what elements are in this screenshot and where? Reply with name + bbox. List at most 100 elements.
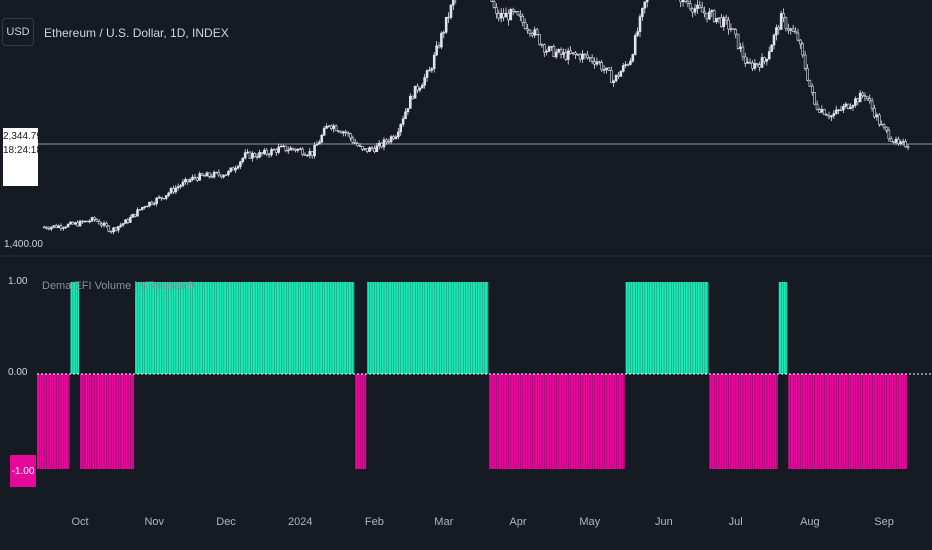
candle-body bbox=[614, 74, 618, 82]
candle-body bbox=[73, 222, 77, 225]
candle bbox=[748, 58, 752, 65]
negative-histogram-segment bbox=[355, 374, 367, 469]
candle bbox=[681, 0, 685, 7]
candle-body bbox=[105, 222, 108, 227]
candle bbox=[621, 62, 625, 73]
candle-body bbox=[385, 139, 388, 143]
candle-body bbox=[629, 60, 632, 65]
candle bbox=[380, 141, 383, 149]
candle bbox=[583, 53, 587, 60]
candle bbox=[385, 138, 388, 145]
indicator-title[interactable]: Dema EFI Volume | viResearch bbox=[42, 280, 196, 292]
candle-body bbox=[246, 151, 249, 154]
candle-body bbox=[365, 148, 369, 152]
candle bbox=[899, 139, 903, 146]
candle bbox=[296, 148, 300, 153]
candle-body bbox=[258, 152, 261, 158]
candle-body bbox=[136, 209, 139, 217]
candle bbox=[789, 27, 793, 35]
candle-body bbox=[897, 138, 900, 145]
candle-body bbox=[631, 54, 635, 62]
candle-body bbox=[595, 61, 599, 65]
candle bbox=[743, 52, 747, 68]
candle-body bbox=[143, 206, 146, 208]
candle bbox=[492, 0, 496, 9]
candle bbox=[755, 63, 759, 67]
candle-body bbox=[617, 74, 620, 77]
candle-body bbox=[248, 151, 252, 159]
candle bbox=[607, 67, 611, 71]
time-axis-tick-label: May bbox=[579, 516, 600, 528]
candle-body bbox=[705, 13, 709, 20]
candle-body bbox=[803, 54, 807, 69]
candle-body bbox=[765, 58, 769, 62]
currency-button[interactable]: USD bbox=[2, 18, 34, 46]
candle bbox=[325, 123, 328, 129]
candle bbox=[435, 41, 438, 57]
candle-body bbox=[566, 50, 570, 60]
candle bbox=[880, 120, 883, 126]
candle bbox=[490, 0, 493, 3]
candle-body bbox=[791, 28, 795, 32]
candle-body bbox=[552, 46, 556, 58]
candle-body bbox=[770, 44, 773, 52]
candle bbox=[643, 1, 647, 14]
candle bbox=[901, 138, 905, 146]
candle bbox=[303, 152, 307, 156]
candle bbox=[109, 230, 113, 234]
candle bbox=[337, 130, 340, 133]
indicator-axis-negative-badge: -1.00 bbox=[10, 455, 36, 487]
candle bbox=[117, 226, 120, 233]
candle bbox=[521, 13, 525, 27]
time-axis-tick-label: Nov bbox=[144, 516, 164, 528]
candle bbox=[803, 50, 807, 72]
candle-body bbox=[586, 54, 589, 58]
candle-body bbox=[346, 132, 350, 135]
candle-body bbox=[875, 114, 879, 118]
time-axis-tick-label: Oct bbox=[72, 516, 89, 528]
candle-body bbox=[679, 0, 682, 3]
candle bbox=[236, 164, 240, 170]
candle bbox=[753, 59, 757, 71]
candle-body bbox=[598, 61, 601, 63]
candle-body bbox=[64, 226, 68, 229]
candle-body bbox=[511, 9, 515, 12]
candle-body bbox=[126, 219, 130, 223]
candle bbox=[174, 185, 178, 195]
candle-body bbox=[447, 16, 450, 19]
candle bbox=[629, 57, 632, 66]
histogram-bar bbox=[625, 282, 709, 374]
candle bbox=[229, 167, 233, 173]
candle bbox=[533, 26, 537, 39]
candle-body bbox=[81, 220, 84, 223]
candle-body bbox=[519, 14, 522, 17]
candle bbox=[832, 110, 836, 119]
candle bbox=[538, 33, 541, 46]
candle bbox=[801, 41, 805, 58]
candle-body bbox=[877, 114, 881, 125]
candle-body bbox=[545, 51, 548, 53]
candle bbox=[437, 42, 441, 49]
candle bbox=[176, 183, 180, 191]
candle-body bbox=[810, 85, 814, 93]
candle-body bbox=[263, 149, 266, 155]
candle-body bbox=[904, 141, 907, 148]
candle-body bbox=[337, 130, 340, 132]
candle-body bbox=[114, 227, 118, 231]
candle-body bbox=[107, 225, 111, 232]
candle bbox=[846, 103, 850, 110]
candle-body bbox=[356, 143, 359, 147]
candle bbox=[59, 223, 63, 231]
candle-body bbox=[270, 149, 273, 156]
candle-body bbox=[636, 31, 639, 36]
candle-body bbox=[234, 167, 237, 171]
candle-body bbox=[76, 222, 79, 227]
candle-body bbox=[808, 79, 812, 87]
candle-body bbox=[121, 223, 125, 226]
candle bbox=[152, 201, 156, 206]
candle-body bbox=[815, 103, 819, 110]
candle bbox=[356, 141, 359, 147]
candle-body bbox=[638, 16, 642, 32]
indicator-axis-top-label: 1.00 bbox=[8, 276, 28, 287]
